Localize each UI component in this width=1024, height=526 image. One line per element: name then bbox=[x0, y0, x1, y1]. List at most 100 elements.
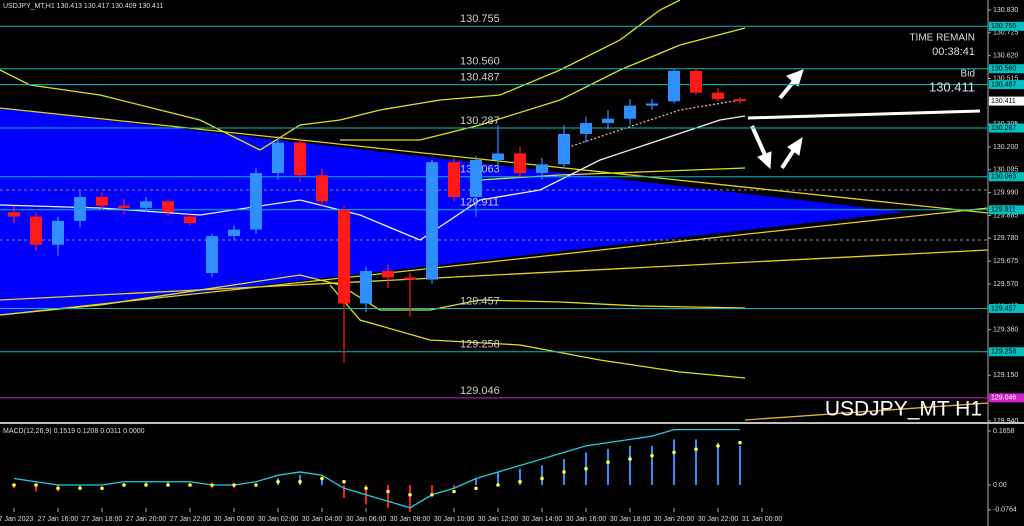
candle-body bbox=[162, 201, 174, 213]
signal-dot bbox=[518, 479, 522, 484]
candle-body bbox=[140, 201, 152, 208]
signal-dot bbox=[276, 479, 280, 484]
candle-body bbox=[294, 142, 306, 176]
x-tick-label: 30 Jan 22:00 bbox=[698, 516, 739, 523]
x-tick-label: 27 Jan 16:00 bbox=[38, 516, 79, 523]
y-tick-label: 0.00 bbox=[993, 482, 1007, 489]
candle-body bbox=[316, 175, 328, 202]
y-tick-label: -0.0764 bbox=[993, 507, 1017, 514]
trendline bbox=[744, 402, 989, 421]
signal-dot bbox=[452, 489, 456, 494]
trendline bbox=[0, 207, 989, 316]
signal-dot bbox=[56, 486, 60, 491]
candle-body bbox=[492, 153, 504, 161]
band bbox=[479, 167, 746, 181]
level-tag-label: 129.258 bbox=[991, 349, 1016, 356]
y-tick-label: 129.780 bbox=[993, 235, 1018, 242]
candle-body bbox=[184, 216, 196, 224]
arrow bbox=[780, 146, 797, 170]
drawn-line bbox=[747, 109, 981, 120]
band bbox=[0, 0, 681, 151]
x-tick-label: 30 Jan 10:00 bbox=[434, 516, 475, 523]
time-remain-label: TIME REMAIN bbox=[909, 33, 975, 44]
y-tick-label: 130.620 bbox=[993, 53, 1018, 60]
level-tag bbox=[989, 304, 1024, 314]
signal-dot bbox=[474, 486, 478, 491]
watermark: USDJPY_MT H1 bbox=[825, 398, 982, 421]
macd-bar bbox=[717, 442, 719, 485]
candle-body bbox=[382, 270, 394, 278]
signal-dot bbox=[540, 476, 544, 481]
x-tick-label: 30 Jan 00:00 bbox=[214, 516, 255, 523]
signal-dot bbox=[78, 486, 82, 491]
level-label: 129.046 bbox=[460, 385, 500, 397]
y-tick-label: 130.830 bbox=[993, 7, 1018, 14]
macd-bar bbox=[497, 471, 499, 485]
x-tick-label: 30 Jan 20:00 bbox=[654, 516, 695, 523]
signal-dot bbox=[738, 440, 742, 445]
y-tick-label: 129.675 bbox=[993, 258, 1018, 265]
moving-average bbox=[559, 99, 741, 151]
signal-dot bbox=[12, 483, 16, 487]
candle-body bbox=[96, 196, 108, 206]
time-remain: 00:38:41 bbox=[932, 46, 975, 58]
indicators bbox=[0, 0, 989, 421]
candle-body bbox=[426, 162, 438, 280]
candle-body bbox=[52, 220, 64, 245]
y-tick-label: 0.1658 bbox=[993, 428, 1015, 435]
x-tick-label: 30 Jan 04:00 bbox=[302, 516, 343, 523]
candle-body bbox=[734, 99, 746, 102]
signal-dot bbox=[386, 489, 390, 494]
y-tick-label: 130.095 bbox=[993, 167, 1018, 174]
candle-body bbox=[712, 92, 724, 100]
signal-dot bbox=[144, 483, 148, 487]
candle-body bbox=[668, 70, 680, 102]
macd-bar bbox=[607, 449, 609, 485]
x-tick-label: 30 Jan 02:00 bbox=[258, 516, 299, 523]
level-label: 129.258 bbox=[460, 339, 500, 351]
bid-label: Bid bbox=[961, 69, 975, 80]
y-tick-label: 130.725 bbox=[993, 30, 1018, 37]
level-tag-label: 130.063 bbox=[991, 174, 1016, 181]
x-tick-label: 27 Jan 20:00 bbox=[126, 516, 167, 523]
candle-body bbox=[272, 142, 284, 174]
signal-dot bbox=[496, 483, 500, 487]
x-tick-label: 30 Jan 06:00 bbox=[346, 516, 387, 523]
signal-dot bbox=[122, 483, 126, 487]
candle-body bbox=[8, 212, 20, 217]
x-tick-label: 30 Jan 08:00 bbox=[390, 516, 431, 523]
candle-body bbox=[602, 118, 614, 124]
y-tick-label: 129.990 bbox=[993, 189, 1018, 196]
band bbox=[340, 27, 746, 141]
x-tick-label: 31 Jan 00:00 bbox=[742, 516, 783, 523]
candle-body bbox=[624, 105, 636, 119]
signal-dot bbox=[562, 470, 566, 474]
level-tag bbox=[989, 172, 1024, 182]
signal-dot bbox=[584, 466, 588, 471]
macd-bar bbox=[321, 478, 323, 485]
band bbox=[0, 274, 746, 316]
signal-dot bbox=[166, 483, 170, 487]
signal-dot bbox=[34, 483, 38, 487]
level-tag-label: 130.287 bbox=[991, 125, 1016, 132]
signal-dot bbox=[364, 486, 368, 491]
level-tag bbox=[989, 205, 1024, 215]
signal-dot bbox=[342, 479, 346, 484]
level-tag bbox=[989, 123, 1024, 133]
macd-bar bbox=[453, 484, 455, 489]
arrow bbox=[750, 125, 767, 156]
macd-bar bbox=[431, 484, 433, 495]
y-tick-label: 129.150 bbox=[993, 372, 1018, 379]
candle-body bbox=[558, 133, 570, 165]
x-tick-label: 30 Jan 16:00 bbox=[566, 516, 607, 523]
bid-tag-label: 130.411 bbox=[991, 98, 1016, 105]
macd-bar bbox=[673, 439, 675, 485]
arrow-head bbox=[757, 151, 772, 170]
level-tag-label: 129.457 bbox=[991, 305, 1016, 312]
level-tag bbox=[989, 21, 1024, 31]
bid-price: 130.411 bbox=[929, 79, 975, 94]
level-label: 129.911 bbox=[460, 197, 499, 209]
signal-dot bbox=[254, 483, 258, 487]
x-tick-label: 30 Jan 14:00 bbox=[522, 516, 563, 523]
